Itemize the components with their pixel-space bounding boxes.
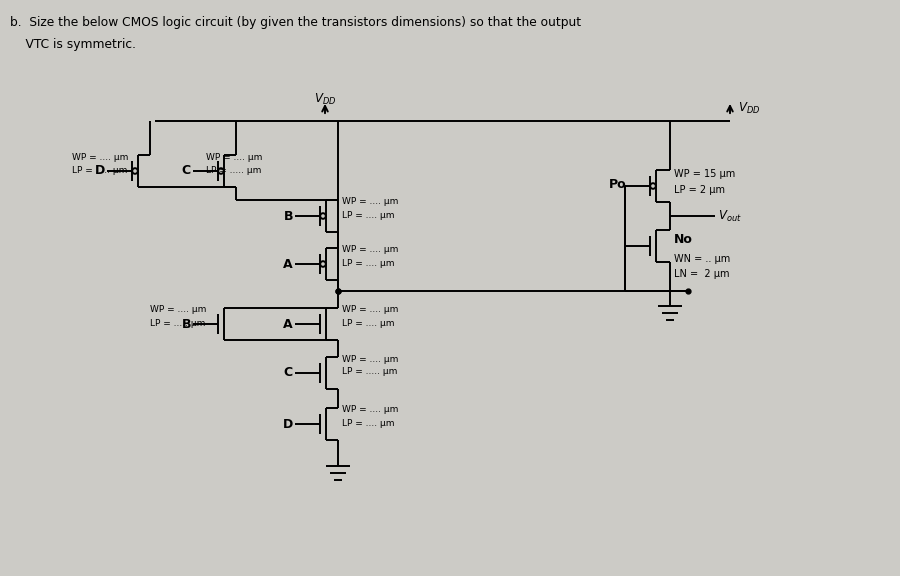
Text: C: C (284, 366, 293, 380)
Text: D: D (283, 418, 293, 430)
Text: WP = .... μm: WP = .... μm (72, 153, 129, 161)
Text: WN = .. μm: WN = .. μm (674, 254, 730, 264)
Text: LP = ..... μm: LP = ..... μm (150, 319, 205, 328)
Text: LP = .... μm: LP = .... μm (342, 419, 394, 427)
Text: $V_{DD}$: $V_{DD}$ (738, 100, 760, 116)
Text: WP = .... μm: WP = .... μm (206, 153, 263, 161)
Text: b.  Size the below CMOS logic circuit (by given the transistors dimensions) so t: b. Size the below CMOS logic circuit (by… (10, 16, 581, 29)
Text: A: A (284, 257, 293, 271)
Text: WP = 15 μm: WP = 15 μm (674, 169, 735, 179)
Text: WP = .... μm: WP = .... μm (342, 406, 399, 415)
Text: WP = .... μm: WP = .... μm (342, 354, 399, 363)
Text: LP = ..... μm: LP = ..... μm (206, 165, 261, 175)
Text: $V_{out}$: $V_{out}$ (718, 209, 742, 223)
Text: WP = .... μm: WP = .... μm (342, 305, 399, 314)
Text: LP = ..... μm: LP = ..... μm (72, 165, 128, 175)
Text: LP = 2 μm: LP = 2 μm (674, 185, 725, 195)
Text: C: C (182, 165, 191, 177)
Text: Po: Po (609, 177, 627, 191)
Text: WP = .... μm: WP = .... μm (150, 305, 206, 314)
Text: LP = .... μm: LP = .... μm (342, 319, 394, 328)
Text: No: No (674, 233, 693, 245)
Text: LP = .... μm: LP = .... μm (342, 210, 394, 219)
Text: D: D (94, 165, 105, 177)
Text: B: B (182, 317, 191, 331)
Text: WP = .... μm: WP = .... μm (342, 245, 399, 255)
Text: WP = .... μm: WP = .... μm (342, 198, 399, 207)
Text: LP = ..... μm: LP = ..... μm (342, 367, 398, 377)
Text: VTC is symmetric.: VTC is symmetric. (10, 38, 136, 51)
Text: $V_{DD}$: $V_{DD}$ (314, 92, 337, 107)
Text: B: B (284, 210, 293, 222)
Text: LN =  2 μm: LN = 2 μm (674, 269, 730, 279)
Text: A: A (284, 317, 293, 331)
Text: LP = .... μm: LP = .... μm (342, 259, 394, 267)
